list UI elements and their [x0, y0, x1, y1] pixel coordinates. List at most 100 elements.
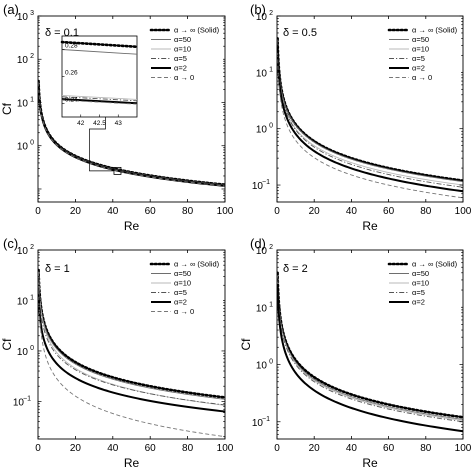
- legend-entry: α=2: [174, 64, 187, 73]
- y-tick-label: 10−1: [13, 395, 31, 408]
- x-tick-label: 60: [383, 443, 395, 454]
- legend-entry: α=50: [174, 269, 191, 278]
- x-tick-label: 0: [274, 206, 280, 217]
- y-tick-exp: 0: [269, 359, 273, 366]
- axes-frame: [276, 249, 464, 440]
- y-tick-base: 10: [256, 361, 268, 372]
- x-tick-label: 60: [145, 443, 157, 454]
- x-tick-label: 20: [309, 206, 321, 217]
- legend-entry: α=10: [174, 45, 191, 54]
- x-tick-label: 100: [455, 206, 472, 217]
- inset-series-line-2: [61, 94, 138, 100]
- delta-annotation: δ = 2: [283, 263, 308, 275]
- x-tick-label: 80: [420, 443, 432, 454]
- legend-entry: α=10: [174, 279, 191, 288]
- y-tick-base: 10: [17, 347, 29, 358]
- legend-bg: [149, 258, 223, 318]
- y-tick-base: 10: [17, 98, 29, 109]
- plot-area: [277, 271, 463, 433]
- x-tick-label: 60: [383, 206, 395, 217]
- legend-entry: α=5: [412, 288, 425, 297]
- legend-entry: α=2: [412, 64, 425, 73]
- y-tick-exp: 2: [269, 244, 273, 251]
- y-tick-exp: 2: [269, 10, 273, 17]
- y-tick-base: 10: [256, 246, 268, 257]
- legend-entry: α → ∞ (Solid): [412, 260, 458, 269]
- y-tick-base: 10: [252, 181, 264, 192]
- series-line-4: [277, 283, 463, 433]
- legend-entry: α=2: [174, 298, 187, 307]
- y-tick-exp: −1: [262, 179, 270, 186]
- legend-entry: α=5: [174, 54, 187, 63]
- y-tick-label: 10 1: [256, 301, 273, 314]
- x-tick-label: 80: [182, 206, 194, 217]
- legend-entry: α → ∞ (Solid): [412, 26, 458, 35]
- y-tick-base: 10: [17, 296, 29, 307]
- y-tick-base: 10: [17, 142, 29, 153]
- legend-entry: α → ∞ (Solid): [174, 26, 220, 35]
- x-tick-label: 80: [420, 206, 432, 217]
- y-tick-label: 10 1: [17, 96, 34, 109]
- x-tick-label: 20: [70, 443, 82, 454]
- x-axis-label: Re: [362, 456, 378, 470]
- y-tick-label: 10 2: [256, 244, 273, 257]
- legend-entry: α=5: [412, 54, 425, 63]
- y-tick-label: 10 0: [256, 359, 273, 372]
- y-tick-exp: 1: [30, 294, 34, 301]
- legend-entry: α=10: [412, 45, 429, 54]
- x-tick-label: 100: [217, 443, 234, 454]
- inset: 42 42.5 43 0.28 0.26 0.24: [60, 35, 139, 127]
- y-tick-label: 10 2: [17, 53, 34, 66]
- inset-y-tick-label: 0.28: [65, 43, 78, 50]
- inset-series-line-1: [61, 49, 138, 55]
- plot-area: [38, 79, 225, 187]
- y-tick-base: 10: [252, 418, 264, 429]
- y-tick-base: 10: [17, 12, 29, 23]
- y-tick-label: 10 0: [17, 345, 34, 358]
- y-tick-exp: 0: [269, 123, 273, 130]
- delta-annotation: δ = 1: [45, 263, 70, 275]
- y-tick-label: 10 1: [256, 66, 273, 79]
- y-tick-exp: 2: [30, 244, 34, 251]
- inset-y-tick-label: 0.24: [65, 97, 78, 104]
- legend-entry: α=50: [412, 269, 429, 278]
- x-tick-label: 100: [455, 443, 472, 454]
- axes-frame: [37, 249, 226, 440]
- x-tick-label: 0: [274, 443, 280, 454]
- series-line-5: [38, 82, 225, 187]
- x-tick-label: 40: [346, 206, 358, 217]
- delta-annotation: δ = 0.5: [283, 27, 317, 39]
- x-axis-label: Re: [124, 219, 140, 233]
- legend-entry: α=50: [412, 35, 429, 44]
- x-tick-label: 0: [35, 443, 41, 454]
- x-tick-label: 20: [309, 443, 321, 454]
- y-axis-label: Cf: [239, 338, 253, 351]
- panel-label: (c): [3, 236, 18, 251]
- panel-label: (a): [3, 2, 19, 17]
- plot-area: [38, 268, 225, 438]
- x-tick-label: 80: [182, 443, 194, 454]
- series-line-5: [277, 52, 463, 199]
- zoom-connector: [89, 117, 114, 172]
- y-tick-label: 10 2: [17, 244, 34, 257]
- legend-entry: α → ∞ (Solid): [174, 260, 220, 269]
- inset-x-tick-label: 42: [77, 120, 85, 127]
- x-tick-label: 20: [70, 206, 82, 217]
- y-tick-base: 10: [17, 246, 29, 257]
- series-line-4: [277, 46, 463, 193]
- y-tick-base: 10: [256, 12, 268, 23]
- y-tick-label: 10 3: [17, 10, 34, 23]
- legend-entry: α=2: [412, 298, 425, 307]
- y-tick-label: 10 0: [17, 140, 34, 153]
- y-tick-label: 10 2: [256, 10, 273, 23]
- legend-entry: α=5: [174, 288, 187, 297]
- x-axis-label: Re: [124, 456, 140, 470]
- inset-x-tick-label: 42.5: [93, 120, 106, 127]
- y-tick-exp: 1: [269, 301, 273, 308]
- y-tick-exp: 2: [30, 53, 34, 60]
- y-tick-exp: −1: [262, 416, 270, 423]
- y-tick-label: 10−1: [252, 416, 270, 429]
